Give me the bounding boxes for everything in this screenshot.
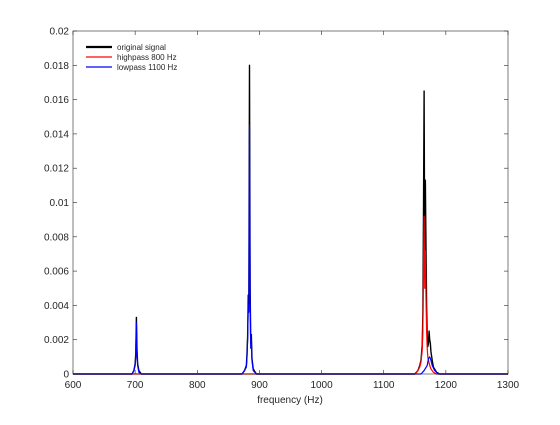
series-line-2 xyxy=(73,215,508,375)
legend-label-1: original signal xyxy=(117,43,166,52)
y-tick-label: 0.006 xyxy=(44,267,69,278)
legend-label-2: highpass 800 Hz xyxy=(117,53,177,62)
series-line-3 xyxy=(73,124,508,375)
y-tick-label: 0.02 xyxy=(50,27,70,38)
x-tick-label: 1200 xyxy=(435,380,458,391)
plot-area xyxy=(73,31,508,374)
x-tick-label: 1000 xyxy=(310,380,333,391)
y-tick-label: 0.018 xyxy=(44,61,69,72)
legend-label-3: lowpass 1100 Hz xyxy=(117,63,177,72)
y-tick-label: 0.014 xyxy=(44,129,69,140)
x-tick-label: 1100 xyxy=(373,380,395,391)
x-tick-label: 900 xyxy=(251,380,268,391)
x-tick-label: 600 xyxy=(65,380,82,391)
y-tick-label: 0.012 xyxy=(44,164,69,175)
y-tick-label: 0 xyxy=(63,370,69,381)
y-tick-label: 0.01 xyxy=(50,198,70,209)
y-tick-label: 0.004 xyxy=(44,301,69,312)
x-tick-label: 700 xyxy=(127,380,144,391)
y-tick-label: 0.008 xyxy=(44,232,69,243)
x-axis-label: frequency (Hz) xyxy=(257,395,323,406)
x-tick-label: 1300 xyxy=(497,380,520,391)
y-tick-label: 0.016 xyxy=(44,95,69,106)
y-tick-label: 0.002 xyxy=(44,335,69,346)
x-tick-label: 800 xyxy=(189,380,206,391)
